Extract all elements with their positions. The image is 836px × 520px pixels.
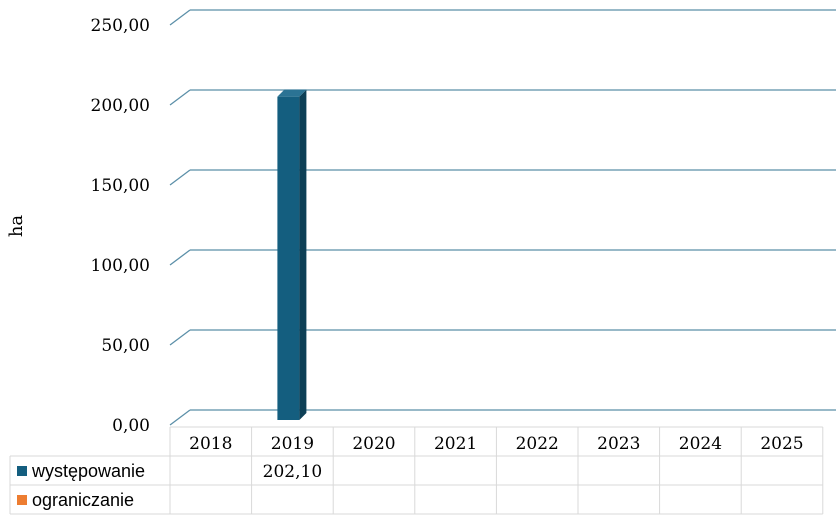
gridline-diag [169,249,191,266]
x-tick-label: 2018 [189,434,232,454]
gridline-diag [169,89,191,106]
x-tick-label: 2024 [679,434,722,454]
y-tick-label: 0,00 [112,416,150,436]
gridline-diag [169,329,191,346]
data-table: 2018 2019 2020 2021 2022 2023 2024 2025 występow… [9,426,824,515]
y-tick-labels: 0,00 50,00 100,00 150,00 200,00 250,00 [91,16,150,436]
bar-top [277,89,307,97]
x-tick-label: 2025 [760,434,803,454]
gridline-diag [169,169,191,186]
y-tick-label: 250,00 [91,16,150,36]
gridlines [169,9,836,426]
legend-label: występowanie [31,461,145,481]
bar [277,96,300,420]
legend-swatch [17,466,27,476]
y-tick-label: 200,00 [91,96,150,116]
bar-side [299,89,307,420]
y-tick-label: 50,00 [101,336,150,356]
legend-swatch [17,495,27,505]
legend-label: ograniczanie [32,490,134,510]
x-tick-label: 2023 [597,434,640,454]
gridline-diag [169,9,191,26]
y-tick-label: 150,00 [91,176,150,196]
data-label: 202,10 [263,462,322,482]
x-tick-label: 2021 [434,434,477,454]
x-tick-label: 2022 [516,434,559,454]
gridline-diag [169,409,191,426]
x-tick-label: 2019 [271,434,314,454]
y-tick-label: 100,00 [91,256,150,276]
bars [277,89,307,420]
y-axis-title: ha [6,215,27,238]
x-tick-label: 2020 [352,434,395,454]
